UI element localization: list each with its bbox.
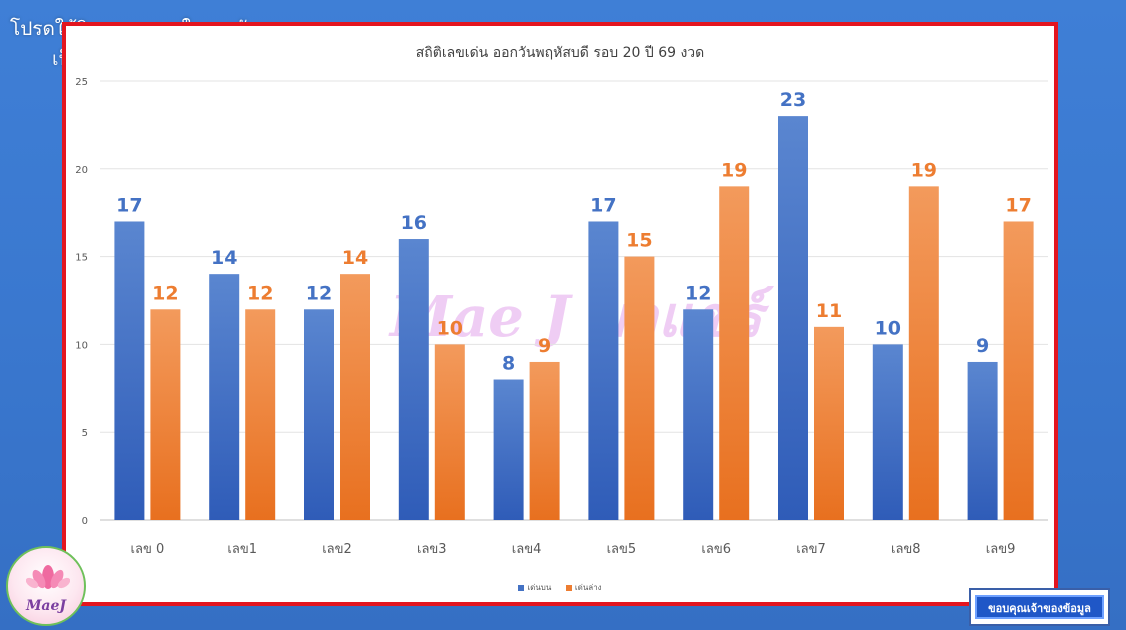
bar-top <box>209 274 240 520</box>
bar-bottom <box>340 274 370 520</box>
bar-bottom <box>529 361 560 520</box>
bar-bottom <box>814 326 844 520</box>
y-tick-label: 25 <box>75 77 88 88</box>
legend-label-bottom: เด่นล่าง <box>574 583 602 592</box>
data-label-top: 16 <box>401 212 427 234</box>
x-tick-label: เลข4 <box>512 542 542 557</box>
y-tick-label: 5 <box>82 428 88 439</box>
data-label-top: 8 <box>502 353 515 375</box>
x-tick-label: เลข6 <box>701 542 731 557</box>
data-label-top: 9 <box>976 335 989 357</box>
legend-swatch-top <box>518 584 525 591</box>
bar-top <box>493 379 524 520</box>
data-label-top: 10 <box>875 317 901 339</box>
data-label-bottom: 12 <box>152 282 178 304</box>
data-label-bottom: 15 <box>626 230 652 252</box>
chart-frame: สถิติเลขเด่น ออกวันพฤหัสบดี รอบ 20 ปี 69… <box>62 22 1058 606</box>
data-label-top: 17 <box>116 194 142 216</box>
bar-bottom <box>719 186 750 521</box>
thanks-badge: ขอบคุณเจ้าของข้อมูล <box>969 588 1110 626</box>
data-label-bottom: 12 <box>247 282 273 304</box>
data-label-bottom: 11 <box>816 300 842 322</box>
x-tick-label: เลข1 <box>227 542 257 557</box>
thanks-label: ขอบคุณเจ้าของข้อมูล <box>975 595 1104 619</box>
y-tick-label: 0 <box>82 516 88 527</box>
x-tick-label: เลข2 <box>322 542 352 557</box>
x-tick-label: เลข8 <box>891 542 921 557</box>
logo-text: MaeJ <box>25 598 67 614</box>
bar-bottom <box>150 309 181 520</box>
bar-bottom <box>908 186 939 521</box>
x-tick-label: เลข7 <box>796 542 826 557</box>
x-tick-label: เลข3 <box>417 542 447 557</box>
bar-top <box>588 221 619 521</box>
bar-top <box>872 344 903 520</box>
x-tick-label: เลข 0 <box>131 542 165 557</box>
data-label-bottom: 19 <box>721 159 747 181</box>
bar-top <box>683 309 714 520</box>
legend-swatch-bottom <box>565 584 572 591</box>
bar-top <box>778 116 808 521</box>
data-label-bottom: 17 <box>1005 194 1031 216</box>
data-label-top: 23 <box>780 89 806 111</box>
bar-top <box>398 239 429 521</box>
bar-top <box>967 361 998 520</box>
data-label-bottom: 10 <box>437 317 463 339</box>
bar-bottom <box>1003 221 1034 521</box>
legend-label-top: เด่นบน <box>527 583 552 592</box>
x-tick-label: เลข9 <box>986 542 1016 557</box>
bar-top <box>114 221 145 521</box>
data-label-top: 12 <box>306 282 332 304</box>
y-tick-label: 20 <box>75 165 88 176</box>
data-label-top: 12 <box>685 282 711 304</box>
lotus-icon <box>26 565 70 589</box>
data-label-bottom: 19 <box>911 159 937 181</box>
bar-bottom <box>624 256 655 520</box>
x-tick-label: เลข5 <box>607 542 637 557</box>
bar-bottom <box>434 344 465 520</box>
bar-top <box>304 309 334 520</box>
data-label-bottom: 9 <box>538 335 551 357</box>
bar-bottom <box>245 309 276 520</box>
legend-item-bottom: เด่นล่าง <box>565 581 602 594</box>
chart-title: สถิติเลขเด่น ออกวันพฤหัสบดี รอบ 20 ปี 69… <box>415 45 705 61</box>
y-tick-label: 15 <box>75 253 88 264</box>
y-tick-label: 10 <box>75 340 88 351</box>
chart-legend: เด่นบน เด่นล่าง <box>66 581 1054 594</box>
data-label-top: 14 <box>211 247 237 269</box>
data-label-bottom: 14 <box>342 247 368 269</box>
data-label-top: 17 <box>590 194 616 216</box>
maej-logo: MaeJ <box>6 546 86 626</box>
legend-item-top: เด่นบน <box>518 581 551 594</box>
